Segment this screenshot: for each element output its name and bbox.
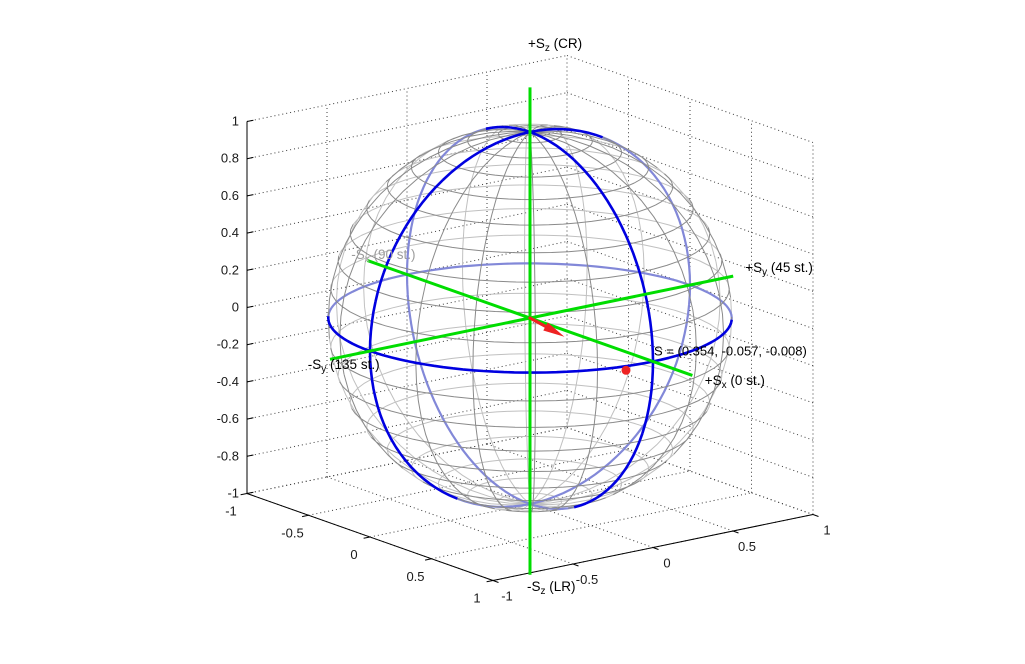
y-tick-label: -1 (501, 589, 513, 604)
y-tick-label: 0.5 (738, 539, 756, 554)
stokes-vector-arrowhead (543, 322, 565, 337)
x-tick-label: 1 (473, 591, 480, 606)
z-tick-label: 0 (232, 300, 239, 315)
stokes-annotation: S = (0.354, -0.057, -0.008) (654, 343, 807, 358)
stokes-vector (528, 316, 631, 375)
z-tick-label: 0.6 (221, 188, 239, 203)
x-tick-label: -0.5 (281, 525, 303, 540)
y-tick-label: 1 (823, 523, 830, 538)
z-tick-label: -0.4 (217, 374, 239, 389)
axis-label-plus-sy: +Sy (45 st.) (745, 260, 813, 278)
z-tick-label: -0.8 (217, 448, 239, 463)
z-tick-label: 1 (232, 114, 239, 129)
axis-label-minus-sy: -Sy (135 st.) (308, 357, 380, 375)
z-tick-label: -0.2 (217, 337, 239, 352)
axis-end-labels: +Sz (CR) -Sz (LR) +Sy (45 st.) -Sy (135 st.… (308, 36, 813, 597)
z-tick-label: -1 (227, 486, 239, 501)
x-tick-label: -1 (225, 504, 237, 519)
stokes-point-marker (621, 365, 631, 375)
z-tick-label: 0.2 (221, 262, 239, 277)
z-tick-label: 0.8 (221, 151, 239, 166)
great-circles-front (327, 125, 733, 509)
stokes-vector-shaft (528, 316, 548, 328)
axis-lines (240, 119, 819, 583)
axis-label-minus-sx: -Sx (90 st.) (351, 247, 415, 265)
tick-labels: -1 -0.5 0 0.5 1 -1 -0.5 0 0.5 1 1 0.8 0.6 0.4 0.2 0 -0.2… (217, 114, 831, 606)
axis-label-plus-sx: +Sx (0 st.) (705, 373, 765, 391)
x-tick-label: 0.5 (406, 569, 424, 584)
z-tick-label: -0.6 (217, 411, 239, 426)
axis-label-minus-sz: -Sz (LR) (527, 579, 576, 597)
y-tick-label: 0 (663, 556, 670, 571)
y-tick-label: -0.5 (576, 572, 598, 587)
z-tick-label: 0.4 (221, 225, 239, 240)
x-tick-label: 0 (350, 547, 357, 562)
axis-label-plus-sz: +Sz (CR) (528, 36, 582, 54)
